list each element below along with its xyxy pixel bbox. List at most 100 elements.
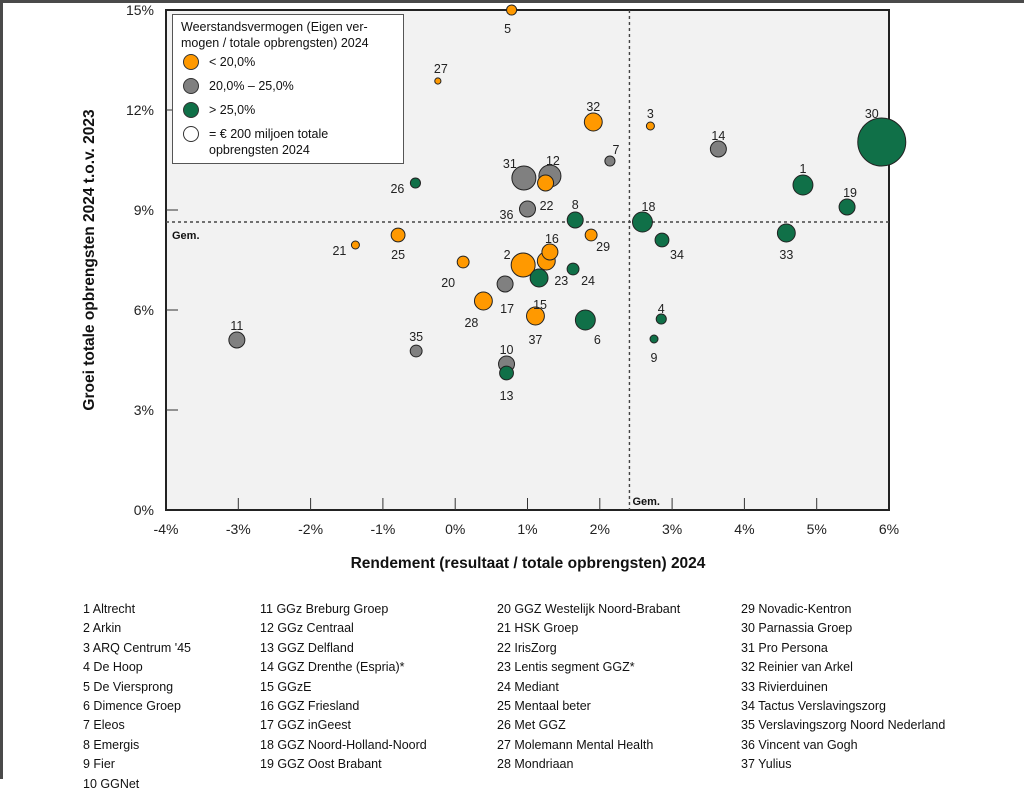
bubble-20 <box>456 255 470 269</box>
bubble-label-10: 10 <box>500 343 514 357</box>
legend-size-label: = € 200 miljoen totale opbrengsten 2024 <box>209 125 328 158</box>
bubble-label-4: 4 <box>658 302 665 316</box>
bubble-label-14: 14 <box>711 129 725 143</box>
x-tick-label: 3% <box>662 521 682 537</box>
name-list-item: 20 GGZ Westelijk Noord-Brabant <box>497 602 681 616</box>
bubble-2 <box>510 252 536 278</box>
name-list-item: 37 Yulius <box>741 757 792 772</box>
name-list-item: 34 Tactus Verslavingszorg <box>741 699 886 714</box>
legend-label: < 20,0% <box>209 55 256 69</box>
legend-title-line2: mogen / totale opbrengsten) 2024 <box>181 36 369 50</box>
bubble-13 <box>499 365 514 381</box>
name-list-item: 5 De Viersprong <box>83 679 174 694</box>
legend-label: > 25,0% <box>209 103 256 117</box>
name-list-item: 28 Mondriaan <box>497 757 574 772</box>
bubble-21 <box>350 240 360 250</box>
bubble-label-36: 36 <box>500 208 514 222</box>
bubble-label-13: 13 <box>500 389 514 403</box>
bubble-15 <box>529 268 549 288</box>
name-list-col3: 20 GGZ Westelijk Noord-Brabant 21 HSK Gro… <box>497 600 680 775</box>
legend-entry-high: > 25,0% <box>181 101 395 125</box>
bubble-22 <box>537 174 555 192</box>
y-tick-label: 9% <box>134 202 154 218</box>
legend-entry-size: = € 200 miljoen totale opbrengsten 2024 <box>181 125 395 159</box>
bubble-4 <box>655 313 667 325</box>
bubble-label-20: 20 <box>441 276 455 290</box>
bubble-label-5: 5 <box>504 22 511 36</box>
y-axis-title: Groei totale opbrengsten 2024 t.o.v. 202… <box>81 109 98 411</box>
green-circle-icon <box>183 102 199 118</box>
name-list-item: 36 Vincent van Gogh <box>741 737 858 752</box>
legend-size-line2: opbrengsten 2024 <box>209 143 310 157</box>
white-circle-icon <box>183 126 199 142</box>
name-list-item: 31 Pro Persona <box>741 640 828 655</box>
window-border-top <box>0 0 1024 3</box>
x-tick-label: -4% <box>154 521 179 537</box>
bubble-label-3: 3 <box>647 107 654 121</box>
name-list-item: 29 Novadic-Kentron <box>741 602 852 616</box>
bubble-label-9: 9 <box>651 351 658 365</box>
x-tick-label: 1% <box>517 521 537 537</box>
name-list-item: 3 ARQ Centrum '45 <box>83 640 191 655</box>
name-list-item: 23 Lentis segment GGZ* <box>497 660 635 675</box>
bubble-label-25: 25 <box>391 248 405 262</box>
x-tick-label: -1% <box>370 521 395 537</box>
legend-size-line1: = € 200 miljoen totale <box>209 127 329 141</box>
y-tick-label: 0% <box>134 502 154 518</box>
name-list-item: 17 GGZ inGeest <box>260 718 352 733</box>
bubble-6 <box>574 309 596 331</box>
bubble-label-27: 27 <box>434 62 448 76</box>
bubble-34 <box>654 232 670 248</box>
bubble-label-7: 7 <box>612 143 619 157</box>
bubble-label-21: 21 <box>332 244 346 258</box>
average-y-label: Gem. <box>172 230 200 242</box>
bubble-5 <box>506 4 518 16</box>
bubble-label-2: 2 <box>504 248 511 262</box>
y-tick-label: 12% <box>126 102 154 118</box>
x-tick-label: 4% <box>734 521 754 537</box>
bubble-14 <box>709 140 727 158</box>
y-tick-label: 15% <box>126 2 154 18</box>
gray-circle-icon <box>183 78 199 94</box>
name-list-item: 6 Dimence Groep <box>83 699 181 714</box>
name-list-item: 22 IrisZorg <box>497 640 557 655</box>
name-list-item: 24 Mediant <box>497 679 559 694</box>
bubble-label-33: 33 <box>779 248 793 262</box>
bubble-1 <box>792 174 814 196</box>
bubble-24 <box>566 262 580 276</box>
name-list-item: 19 GGZ Oost Brabant <box>260 757 382 772</box>
bubble-label-23: 23 <box>554 274 568 288</box>
bubble-8 <box>566 211 584 229</box>
bubble-label-28: 28 <box>464 316 478 330</box>
bubble-16 <box>541 243 559 261</box>
bubble-18 <box>631 211 653 233</box>
name-list-item: 11 GGz Breburg Groep <box>260 602 389 616</box>
name-list-col2: 11 GGz Breburg Groep 12 GGz Centraal 13 GG… <box>260 600 427 775</box>
name-list-item: 8 Emergis <box>83 737 140 752</box>
bubble-11 <box>228 331 246 349</box>
x-tick-label: -2% <box>298 521 323 537</box>
bubble-33 <box>776 223 796 243</box>
bubble-chart: -4% -3% -2% -1% 0% 1% 2% 3% 4% 5% 6% 0% 3% 6% 9% 12% 15%… <box>81 2 907 572</box>
bubble-label-12: 12 <box>546 154 560 168</box>
name-list-item: 21 HSK Groep <box>497 621 579 636</box>
name-list-item: 27 Molemann Mental Health <box>497 737 654 752</box>
bubble-36 <box>519 200 536 218</box>
name-list-item: 2 Arkin <box>83 621 122 636</box>
window-border-left <box>0 0 3 779</box>
bubble-label-6: 6 <box>594 333 601 347</box>
bubble-label-31: 31 <box>503 157 517 171</box>
name-list-item: 35 Verslavingszorg Noord Nederland <box>741 718 946 733</box>
name-list-item: 18 GGZ Noord-Holland-Noord <box>260 737 427 752</box>
name-list-item: 9 Fier <box>83 757 115 772</box>
bubble-label-15: 15 <box>533 298 547 312</box>
bubble-label-8: 8 <box>572 198 579 212</box>
bubble-label-29: 29 <box>596 240 610 254</box>
bubble-3 <box>645 121 655 131</box>
name-list-item: 7 Eleos <box>83 718 125 733</box>
bubble-25 <box>390 227 406 243</box>
name-list-item: 30 Parnassia Groep <box>741 621 853 636</box>
name-list-item: 10 GGNet <box>83 776 140 791</box>
bubble-26 <box>409 177 421 189</box>
bubble-label-18: 18 <box>642 200 656 214</box>
